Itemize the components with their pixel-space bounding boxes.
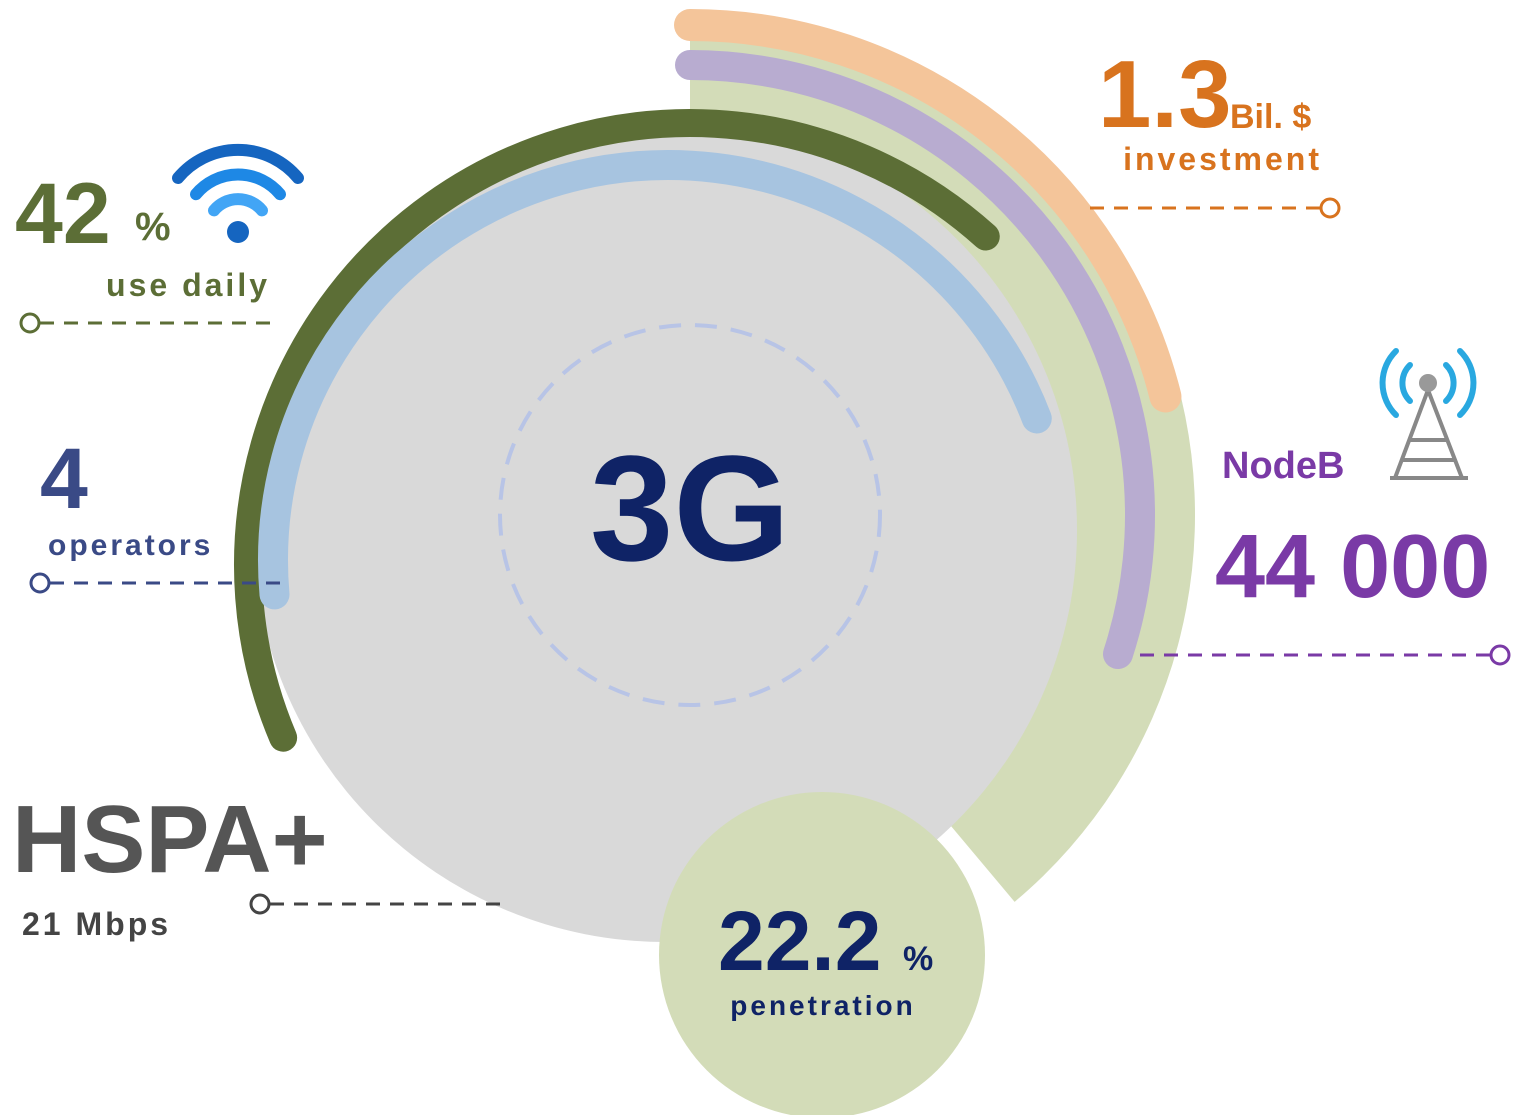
signal-left	[1399, 362, 1413, 404]
penetration-label: penetration	[730, 990, 915, 1021]
connector-dot	[1489, 644, 1511, 666]
wifi-wave	[190, 168, 286, 201]
daily-label: use daily	[106, 267, 270, 303]
orange-arc	[674, 9, 1182, 413]
tower	[1390, 389, 1468, 480]
center-title: 3G	[590, 424, 790, 592]
wifi-wave	[208, 193, 268, 217]
blue-arc	[258, 150, 1052, 610]
connector-dot	[249, 893, 271, 915]
dark-green-arc	[234, 109, 1000, 752]
connector-dot	[1319, 197, 1341, 219]
wifi-wave	[172, 143, 304, 184]
signal-left	[1379, 348, 1399, 418]
connector-dot	[29, 572, 51, 594]
signal-right	[1457, 348, 1477, 418]
hspa-value: HSPA+	[12, 786, 328, 893]
dashed-ring	[498, 323, 882, 707]
operators-label: operators	[48, 529, 213, 562]
penetration-value: 22.2	[718, 894, 882, 988]
connector-dot	[19, 312, 41, 334]
investment-label: investment	[1123, 141, 1322, 177]
penetration-circle	[659, 792, 985, 1118]
penetration-unit: %	[903, 940, 933, 978]
purple-arc	[675, 50, 1156, 670]
operators-value: 4	[40, 431, 88, 527]
signal-right	[1443, 362, 1457, 404]
investment-value: 1.3	[1098, 41, 1231, 148]
nodeb-value: 44 000	[1215, 517, 1490, 617]
tower-top	[1419, 374, 1437, 392]
daily-unit: %	[135, 205, 171, 249]
daily-value: 42	[15, 166, 111, 262]
hspa-label: 21 Mbps	[22, 906, 171, 942]
gray-circle	[253, 118, 1077, 942]
wifi-dot	[227, 221, 249, 243]
nodeb-label: NodeB	[1222, 445, 1344, 487]
decorations	[19, 9, 1511, 1118]
investment-unit: Bil. $	[1230, 98, 1311, 136]
